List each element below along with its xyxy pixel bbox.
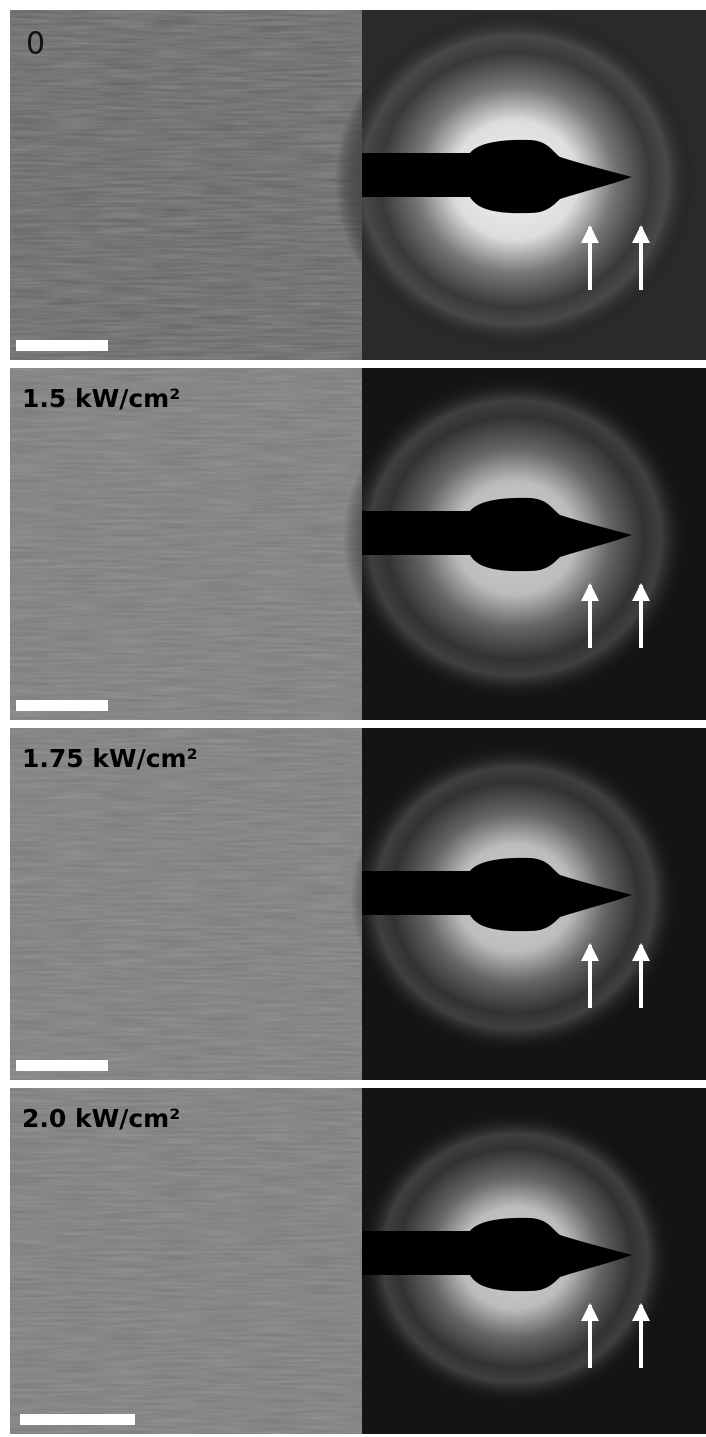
panel-label: 0 <box>26 27 45 62</box>
scale-bar <box>16 1060 108 1071</box>
panel: 2.0 kW/cm² <box>10 1088 706 1434</box>
sem-texture <box>10 728 362 1080</box>
scale-bar <box>16 340 108 351</box>
panel-label: 2.0 kW/cm² <box>22 1104 180 1133</box>
panel: 0 <box>10 10 706 360</box>
scale-bar <box>20 1414 135 1425</box>
panel-label: 1.5 kW/cm² <box>22 384 180 413</box>
panel: 1.75 kW/cm² <box>10 728 706 1080</box>
sem-texture <box>10 368 362 720</box>
scale-bar <box>16 700 108 711</box>
panel: 1.5 kW/cm² <box>10 368 706 720</box>
sem-texture <box>10 1088 362 1434</box>
sem-texture <box>10 10 362 360</box>
panel-label: 1.75 kW/cm² <box>22 744 198 773</box>
figure: 0 1.5 kW/cm² 1.75 kW/cm² 2.0 kW/cm² <box>0 0 706 1437</box>
page: 01.5 kW/cm²1.75 kW/cm²2.0 kW/cm² (() => … <box>0 0 706 1437</box>
